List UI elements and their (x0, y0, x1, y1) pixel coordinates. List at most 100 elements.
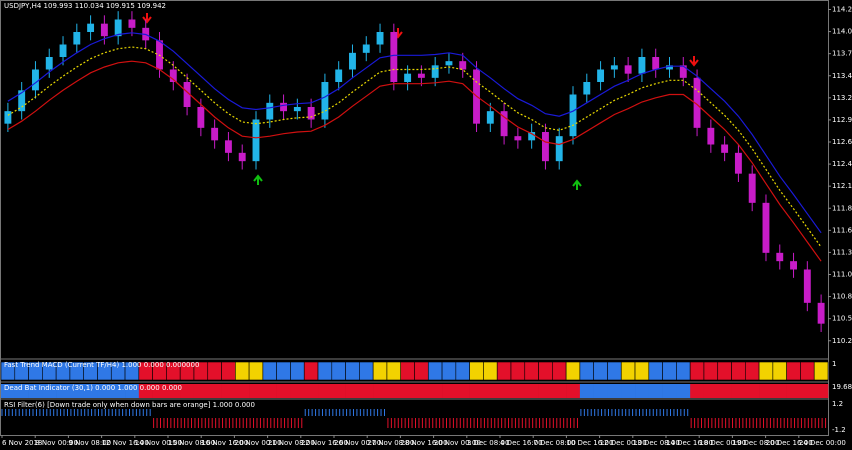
trend-band (111, 384, 126, 398)
trend-band (579, 384, 594, 398)
x-tick-label: 28 Nov 16:00 (400, 439, 447, 447)
candle-body (183, 82, 191, 107)
trend-cell (345, 361, 360, 381)
trend-cell (469, 361, 484, 381)
trend-cell (414, 361, 429, 381)
candle-body (693, 77, 701, 128)
candle-body (610, 65, 618, 70)
trend-cell (676, 361, 691, 381)
x-tick-label: 7 Dec 08:00 (533, 439, 576, 447)
y-tick-label: 111.885 (832, 204, 852, 212)
trend-cell (552, 361, 567, 381)
candle-body (528, 132, 536, 141)
candle-body (762, 202, 770, 253)
trend-band (193, 384, 209, 398)
trend-band (455, 384, 470, 398)
trend-cell (689, 361, 705, 381)
trend-band (621, 384, 636, 398)
candle-body (776, 252, 784, 262)
x-tick-label: 8 Nov 00:00 (35, 439, 78, 447)
candle-body (555, 136, 563, 162)
trend-band (814, 384, 829, 398)
trend-cell (496, 361, 512, 381)
y-tick-label: 114.005 (832, 28, 852, 36)
trend-cell (276, 361, 291, 381)
trend-cell (386, 361, 402, 381)
candle-body (569, 94, 577, 137)
panel-scale-label: 1.2 (832, 400, 843, 408)
candle-body (266, 102, 274, 120)
trend-band (414, 384, 429, 398)
trend-band (676, 384, 691, 398)
moving-average-line (7, 60, 822, 262)
trend-band (207, 384, 222, 398)
candle-body (321, 82, 329, 120)
trend-band (538, 384, 553, 398)
trend-cell (262, 361, 277, 381)
candle-body (59, 44, 67, 57)
trend-band (690, 384, 705, 398)
trend-cell (331, 361, 346, 381)
trend-band (386, 384, 402, 398)
trend-band (772, 384, 787, 398)
candle-body (252, 119, 260, 162)
trend-band (304, 384, 319, 398)
trend-band (442, 384, 457, 398)
trend-band (497, 384, 512, 398)
panel-scale-label: 1 (832, 360, 836, 368)
x-tick-label: 14 Dec 16:00 (666, 439, 713, 447)
candle-body (803, 269, 811, 303)
trend-band (125, 384, 140, 398)
candle-body (597, 69, 605, 82)
candle-body (734, 152, 742, 174)
signal-arrows (142, 13, 699, 190)
trend-cell (579, 361, 594, 381)
trend-band (1, 384, 16, 398)
trend-cell (593, 361, 608, 381)
candle-body (100, 23, 108, 37)
y-tick-label: 113.210 (832, 94, 852, 102)
trend-band (83, 384, 98, 398)
x-tick-label: 12 Dec 00:00 (600, 439, 647, 447)
candle-body (280, 102, 288, 112)
candle-body (376, 32, 384, 45)
candle-body (417, 73, 425, 78)
candle-body (459, 61, 467, 70)
trend-cell (221, 361, 236, 381)
x-tick-label: 26 Nov 00:00 (334, 439, 381, 447)
trend-cell (400, 361, 415, 381)
candle-body (128, 19, 136, 28)
x-tick-label: 14 Nov 00:00 (135, 439, 182, 447)
y-tick-label: 111.355 (832, 248, 852, 256)
x-tick-label: 19 Dec 08:00 (732, 439, 779, 447)
candle-body (624, 65, 632, 74)
candle-body (211, 127, 219, 141)
trend-cell (359, 361, 374, 381)
trend-band (262, 384, 277, 398)
trend-cell (607, 361, 622, 381)
trend-band (635, 384, 650, 398)
moving-average-line (7, 32, 822, 234)
trend-band (593, 384, 608, 398)
trend-band (56, 384, 71, 398)
candle-body (169, 69, 177, 82)
x-tick-label: 27 Nov 08:00 (367, 439, 414, 447)
trend-cell (758, 361, 774, 381)
trend-cell (290, 361, 305, 381)
trend-cell (441, 361, 457, 381)
trend-band (483, 384, 498, 398)
candle-body (486, 111, 494, 124)
candle-body (707, 127, 715, 145)
candle-body (790, 261, 797, 270)
candle-body (362, 44, 370, 53)
trend-cell (510, 361, 526, 381)
trend-band (290, 384, 305, 398)
trend-band (469, 384, 484, 398)
trend-band (552, 384, 567, 398)
trend-cell (235, 361, 250, 381)
candle-body (114, 19, 122, 37)
x-tick-label: 12 Nov 16:00 (102, 439, 149, 447)
trend-cell (662, 361, 677, 381)
trend-band (138, 384, 153, 398)
trend-band (607, 384, 622, 398)
